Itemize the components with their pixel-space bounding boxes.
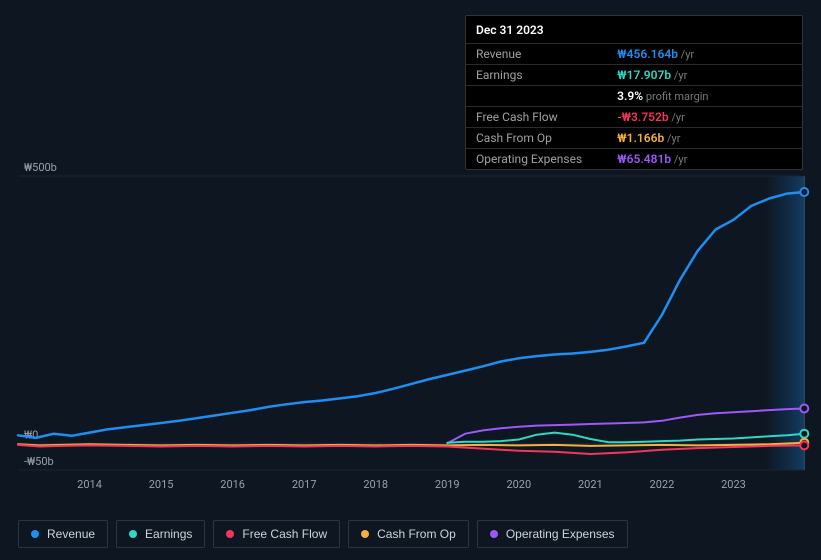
svg-text:₩500b: ₩500b [24,161,57,174]
tooltip-row-value: ₩65.481b /yr [607,149,802,170]
legend-swatch [31,530,39,538]
svg-text:2016: 2016 [220,478,245,491]
tooltip-row-label: Cash From Op [466,128,607,149]
point-tooltip: Dec 31 2023 Revenue₩456.164b /yrEarnings… [465,15,803,170]
chart-legend: Revenue Earnings Free Cash Flow Cash From O… [18,520,628,548]
legend-label: Free Cash Flow [242,527,327,541]
tooltip-row-value: 3.9% profit margin [607,86,802,107]
tooltip-row-label: Operating Expenses [466,149,607,170]
legend-swatch [361,530,369,538]
svg-text:2019: 2019 [435,478,460,491]
tooltip-table: Revenue₩456.164b /yrEarnings₩17.907b /yr… [466,43,802,169]
legend-item-operating_expenses[interactable]: Operating Expenses [477,520,628,548]
legend-swatch [129,530,137,538]
tooltip-row-value: ₩456.164b /yr [607,44,802,65]
legend-item-earnings[interactable]: Earnings [116,520,205,548]
legend-item-cash_from_op[interactable]: Cash From Op [348,520,469,548]
tooltip-row-value: -₩3.752b /yr [607,107,802,128]
legend-swatch [226,530,234,538]
tooltip-row-value: ₩17.907b /yr [607,65,802,86]
tooltip-row-label: Revenue [466,44,607,65]
svg-text:2021: 2021 [578,478,603,491]
svg-text:2018: 2018 [363,478,388,491]
svg-text:-₩50b: -₩50b [24,455,54,468]
svg-text:2014: 2014 [77,478,102,491]
tooltip-date: Dec 31 2023 [466,16,802,43]
legend-label: Cash From Op [377,527,456,541]
svg-text:2015: 2015 [149,478,174,491]
tooltip-row-label: Free Cash Flow [466,107,607,128]
legend-label: Earnings [145,527,192,541]
tooltip-row-label [466,86,607,107]
svg-text:₩0: ₩0 [24,428,38,441]
legend-item-free_cash_flow[interactable]: Free Cash Flow [213,520,340,548]
legend-label: Revenue [47,527,95,541]
svg-text:2020: 2020 [506,478,531,491]
legend-label: Operating Expenses [506,527,615,541]
legend-item-revenue[interactable]: Revenue [18,520,108,548]
svg-text:2023: 2023 [721,478,746,491]
tooltip-row-value: ₩1.166b /yr [607,128,802,149]
svg-text:2017: 2017 [292,478,317,491]
legend-swatch [490,530,498,538]
svg-text:2022: 2022 [650,478,675,491]
tooltip-row-label: Earnings [466,65,607,86]
